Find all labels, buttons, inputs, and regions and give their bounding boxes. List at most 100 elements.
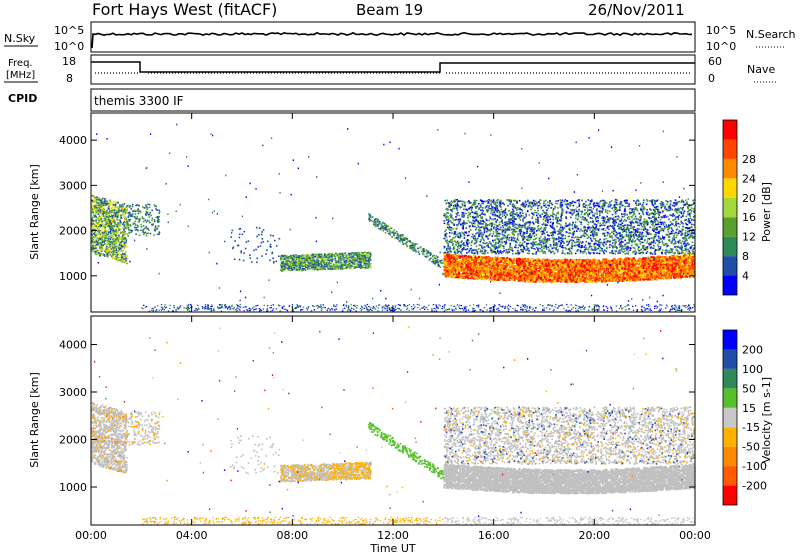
data-cell: [427, 250, 430, 253]
data-cell: [358, 261, 361, 263]
data-cell: [91, 228, 94, 231]
data-cell: [295, 264, 298, 266]
data-cell: [122, 258, 125, 260]
data-cell: [101, 208, 103, 210]
data-cell: [131, 229, 133, 232]
data-cell: [107, 217, 110, 219]
data-cell: [681, 268, 684, 271]
data-cell: [114, 214, 117, 216]
data-cell: [343, 254, 345, 257]
data-cell: [649, 258, 652, 261]
data-cell: [396, 235, 398, 237]
data-cell: [109, 252, 112, 255]
data-cell: [356, 265, 358, 267]
data-cell: [370, 220, 372, 222]
data-cell: [105, 203, 107, 205]
data-cell: [142, 225, 145, 227]
data-cell: [339, 268, 342, 270]
data-cell: [92, 220, 95, 222]
data-cell: [91, 242, 94, 245]
data-cell: [281, 254, 284, 257]
data-cell: [94, 213, 97, 216]
data-cell: [306, 262, 309, 264]
data-cell: [134, 210, 137, 213]
data-cell: [552, 267, 555, 270]
data-cell: [137, 210, 140, 212]
data-cell: [113, 200, 115, 203]
data-cell: [337, 261, 339, 263]
data-cell: [96, 218, 98, 220]
data-cell: [559, 280, 562, 283]
data-cell: [100, 230, 102, 233]
data-cell: [608, 280, 611, 283]
data-cell: [309, 259, 312, 262]
data-cell: [307, 268, 309, 271]
data-cell: [121, 245, 124, 248]
data-cell: [683, 259, 685, 261]
data-cell: [146, 212, 149, 214]
data-cell: [688, 265, 691, 267]
data-cell: [103, 200, 105, 203]
data-cell: [313, 257, 315, 259]
data-cell: [115, 211, 117, 213]
data-cell: [579, 266, 582, 269]
data-cell: [334, 258, 337, 260]
data-cell: [351, 257, 353, 260]
data-cell: [288, 269, 290, 271]
data-cell: [615, 273, 617, 276]
data-cell: [111, 208, 113, 210]
data-cell: [340, 264, 343, 267]
data-cell: [108, 241, 111, 243]
data-cell: [377, 225, 380, 227]
data-cell: [95, 205, 98, 207]
data-cell: [106, 244, 108, 247]
data-cell: [91, 239, 94, 242]
data-cell: [120, 207, 123, 209]
data-cell: [397, 238, 399, 240]
data-cell: [326, 266, 328, 268]
data-cell: [357, 264, 360, 266]
data-cell: [99, 247, 101, 250]
data-cell: [412, 242, 414, 244]
data-cell: [98, 213, 101, 216]
data-cell: [655, 268, 657, 271]
data-cell: [313, 263, 315, 266]
data-cell: [337, 264, 340, 267]
data-cell: [361, 255, 363, 257]
data-cell: [122, 238, 125, 240]
data-cell: [380, 227, 382, 230]
data-cell: [99, 225, 101, 227]
data-cell: [314, 268, 317, 270]
data-cell: [665, 274, 668, 277]
data-cell: [115, 227, 117, 229]
data-cell: [566, 261, 569, 264]
data-cell: [358, 255, 361, 258]
data-cell: [111, 226, 113, 228]
data-cell: [269, 243, 272, 246]
data-cell: [298, 264, 300, 267]
data-cell: [135, 204, 137, 207]
data-cell: [113, 237, 115, 240]
data-cell: [281, 269, 284, 271]
data-cell: [293, 262, 296, 265]
data-cell: [345, 253, 348, 256]
data-cell: [107, 212, 110, 214]
data-cell: [148, 229, 150, 231]
data-cell: [429, 252, 432, 254]
data-cell: [109, 225, 112, 228]
data-cell: [358, 251, 360, 254]
data-cell: [688, 273, 691, 276]
data-cell: [347, 259, 349, 262]
data-cell: [267, 240, 269, 243]
data-cell: [292, 266, 295, 269]
data-cell: [478, 276, 481, 279]
data-cell: [343, 260, 346, 262]
data-cell: [100, 201, 102, 204]
data-cell: [341, 255, 343, 258]
data-cell: [355, 254, 358, 257]
data-cell: [101, 228, 104, 231]
data-cell: [151, 223, 153, 226]
data-cell: [118, 236, 120, 238]
data-cell: [381, 221, 384, 224]
data-cell: [539, 267, 542, 270]
